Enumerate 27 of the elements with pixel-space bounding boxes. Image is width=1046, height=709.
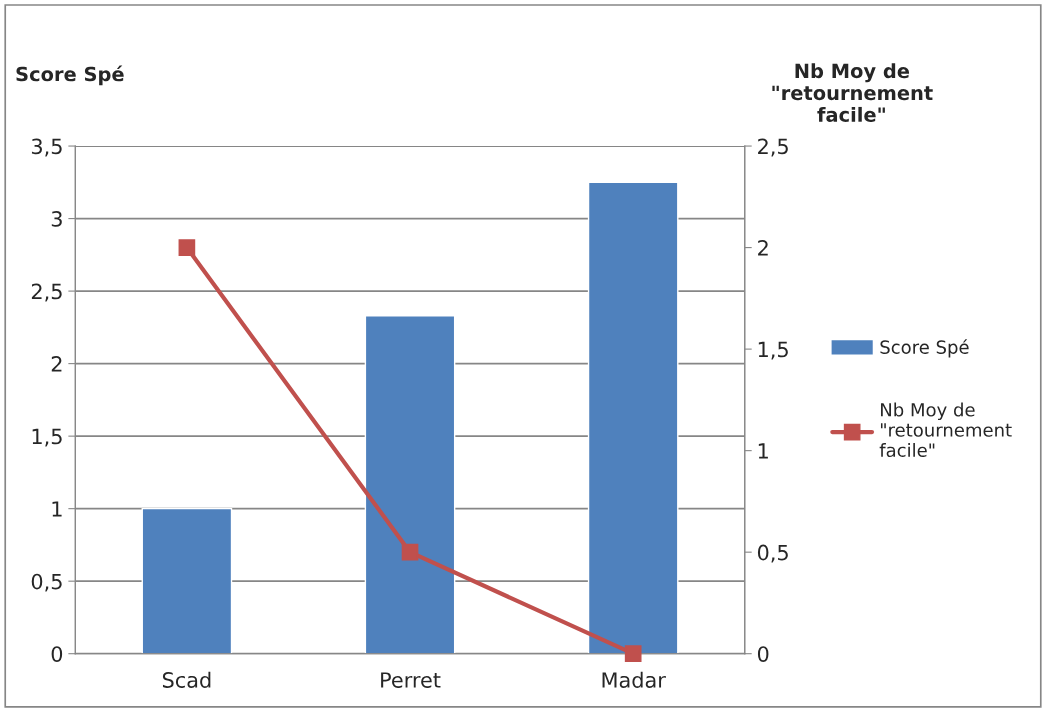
y2-tick-label: 2,5 xyxy=(758,138,788,157)
y-axis-title: Score Spé xyxy=(16,65,124,86)
y-tick-label: 2 xyxy=(51,356,62,372)
y-tick-label: 1,5 xyxy=(32,428,62,447)
y-tick-label: 3,5 xyxy=(31,138,62,157)
bar xyxy=(364,315,456,654)
y-tick-label: 1 xyxy=(52,501,62,517)
legend-label: Score Spé xyxy=(880,339,969,358)
point xyxy=(178,239,196,256)
bar xyxy=(587,181,679,654)
x-tick-label: Perret xyxy=(381,672,441,688)
y2-tick-label: 0,5 xyxy=(757,544,788,563)
x-tick-label: Scad xyxy=(162,671,211,688)
x-tick-label: Madar xyxy=(602,671,666,688)
y-tick-label: 2,5 xyxy=(31,283,62,302)
bar xyxy=(141,507,233,654)
point xyxy=(624,645,642,663)
y-tick-label: 0,5 xyxy=(31,573,62,592)
legend-label: Nb Moy de "retournement facile" xyxy=(879,402,1012,457)
y2-tick-label: 0 xyxy=(757,646,769,662)
y2-tick-label: 1,5 xyxy=(758,341,788,360)
y2-tick-label: 1 xyxy=(758,443,768,459)
y-tick-label: 3 xyxy=(51,211,62,227)
y-tick-label: 0 xyxy=(51,646,63,662)
y2-axis-title: Nb Moy de "retournement facile" xyxy=(772,63,933,122)
y2-tick-label: 2 xyxy=(758,240,768,256)
point xyxy=(401,543,419,561)
